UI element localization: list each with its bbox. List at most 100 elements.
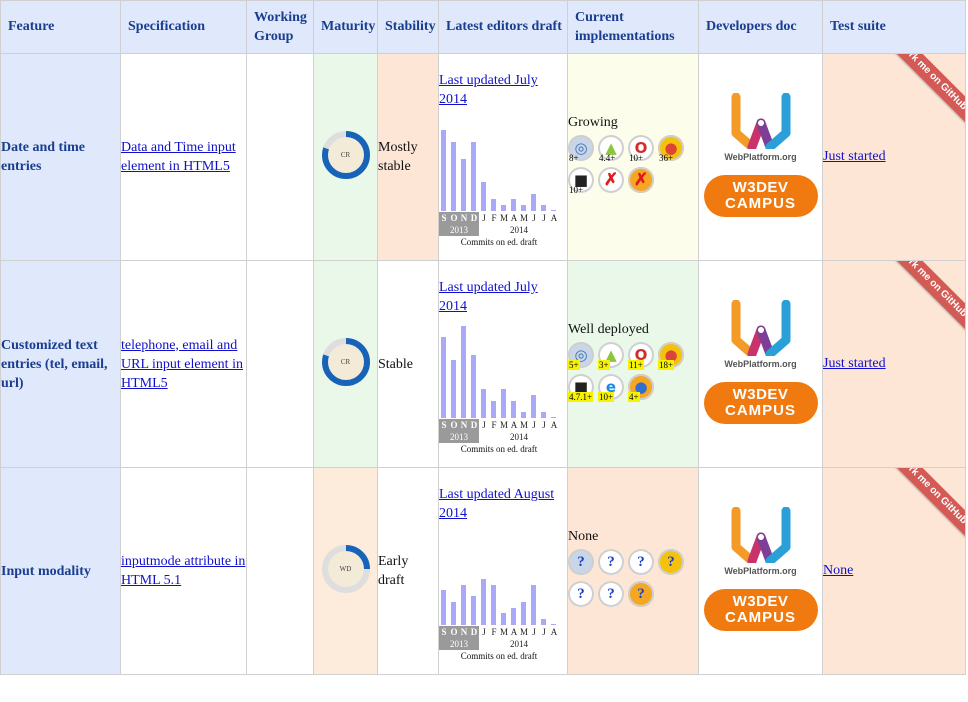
impl-status: None xyxy=(568,529,599,544)
table-row: Customized text entries (tel, email, url… xyxy=(0,260,966,468)
maturity-ring-graphic xyxy=(321,544,370,593)
commit-bar xyxy=(531,194,536,211)
commit-bar xyxy=(491,199,496,211)
commit-bar xyxy=(521,412,526,418)
commit-bar xyxy=(501,613,506,625)
devdoc-cell: WebPlatform.org W3DEV CAMPUS xyxy=(698,260,823,468)
month-label: A xyxy=(550,213,558,223)
month-label: A xyxy=(550,627,558,637)
commit-bar xyxy=(471,355,476,418)
maturity-ring: CR xyxy=(321,337,371,387)
webplatform-logo[interactable]: WebPlatform.org xyxy=(711,299,811,370)
test-suite-cell: Just started Fork me on GitHub xyxy=(822,53,966,261)
commit-bar xyxy=(451,142,456,211)
commit-bar xyxy=(531,395,536,418)
ie-icon: e 10+ xyxy=(598,374,624,402)
working-group-cell xyxy=(246,53,314,261)
month-label: F xyxy=(491,627,497,637)
month-label: J xyxy=(542,213,546,223)
webplatform-logo[interactable]: WebPlatform.org xyxy=(711,92,811,163)
maturity-label: CR xyxy=(340,150,351,159)
feature-name: Input modality xyxy=(0,467,121,675)
commit-bar xyxy=(511,401,516,418)
browser-icons: ◎ 5+ ▲ 3+ O 11+ ● 18+ ■ 4.7.1+ e 10+ ● 4+ xyxy=(568,342,693,406)
commit-bar xyxy=(471,142,476,211)
blackberry-icon: ■ 10+ xyxy=(568,167,594,195)
commit-bar xyxy=(551,624,556,625)
safari-icon: ◎ 8+ xyxy=(568,135,594,163)
month-label: S xyxy=(439,212,449,224)
commit-bar xyxy=(461,159,466,211)
w3dev-line1: W3DEV xyxy=(732,592,789,610)
maturity-ring-graphic xyxy=(321,337,370,386)
spec-cell: inputmode attribute in HTML 5.1 xyxy=(120,467,247,675)
test-suite-link[interactable]: Just started xyxy=(823,356,886,371)
spec-link[interactable]: telephone, email and URL input element i… xyxy=(121,337,243,391)
webplatform-mark-icon xyxy=(731,506,790,563)
draft-link[interactable]: Last updated July 2014 xyxy=(439,280,538,314)
chrome-icon: ● 36+ xyxy=(658,135,684,163)
month-label: O xyxy=(449,626,459,638)
month-label: J xyxy=(542,420,546,430)
header-specification: Specification xyxy=(120,0,247,54)
opera-icon: ? xyxy=(628,549,654,575)
month-label: J xyxy=(482,213,486,223)
blackberry-icon: ■ 4.7.1+ xyxy=(568,374,594,402)
month-label: J xyxy=(532,213,536,223)
draft-link[interactable]: Last updated July 2014 xyxy=(439,73,538,107)
implementations-cell: Well deployed ◎ 5+ ▲ 3+ O 11+ ● 18+ ■ 4.7.1+ e 10+ ●… xyxy=(567,260,699,468)
commits-caption: Commits on ed. draft xyxy=(460,444,538,454)
commit-bar xyxy=(481,389,486,418)
commit-bar xyxy=(541,205,546,211)
browser-version: 3+ xyxy=(598,360,610,370)
w3devcampus-logo[interactable]: W3DEV CAMPUS xyxy=(703,381,818,424)
draft-link[interactable]: Last updated August 2014 xyxy=(439,487,555,521)
spec-link[interactable]: Data and Time input element in HTML5 xyxy=(121,140,236,174)
commit-bar xyxy=(461,585,466,625)
table-row: Input modality inputmode attribute in HT… xyxy=(0,467,966,675)
year-2014-label: 2014 xyxy=(510,432,528,442)
w3devcampus-logo[interactable]: W3DEV CAMPUS xyxy=(703,174,818,217)
opera-icon: O 10+ xyxy=(628,135,654,163)
webplatform-logo[interactable]: WebPlatform.org xyxy=(711,506,811,577)
maturity-ring-graphic xyxy=(321,130,370,179)
safari-icon: ? xyxy=(568,549,594,575)
firefox-icon: ? xyxy=(628,581,654,607)
spec-link[interactable]: inputmode attribute in HTML 5.1 xyxy=(121,554,246,588)
spec-cell: telephone, email and URL input element i… xyxy=(120,260,247,468)
month-label: J xyxy=(532,420,536,430)
fork-github-ribbon[interactable]: Fork me on GitHub xyxy=(884,54,965,126)
commit-bar xyxy=(551,210,556,211)
ie-icon: ✗ xyxy=(598,167,624,193)
chrome-icon: ? xyxy=(658,549,684,575)
fork-github-ribbon[interactable]: Fork me on GitHub xyxy=(884,468,965,540)
browser-version: 5+ xyxy=(568,360,580,370)
month-label: N xyxy=(459,419,469,431)
month-label: N xyxy=(459,212,469,224)
commit-bar xyxy=(441,130,446,211)
month-label: J xyxy=(482,627,486,637)
maturity-label: WD xyxy=(339,564,352,573)
test-suite-link[interactable]: None xyxy=(823,563,854,578)
working-group-cell xyxy=(246,467,314,675)
commit-bar xyxy=(511,608,516,625)
maturity-ring: CR xyxy=(321,130,371,180)
browser-version: 4.4+ xyxy=(599,153,616,163)
browser-version: 10+ xyxy=(569,185,584,195)
month-label: J xyxy=(482,420,486,430)
month-label: F xyxy=(491,420,497,430)
w3dev-line1: W3DEV xyxy=(732,178,789,196)
month-label: M xyxy=(519,420,528,430)
w3dev-line2: CAMPUS xyxy=(724,401,796,419)
test-suite-cell: None Fork me on GitHub xyxy=(822,467,966,675)
month-label: J xyxy=(542,627,546,637)
browser-icons: ??????? xyxy=(568,549,693,613)
fork-github-ribbon[interactable]: Fork me on GitHub xyxy=(884,261,965,333)
stability-cell: Mostly stable xyxy=(377,53,439,261)
test-suite-link[interactable]: Just started xyxy=(823,149,886,164)
working-group-cell xyxy=(246,260,314,468)
chrome-icon: ● 18+ xyxy=(658,342,684,370)
w3devcampus-logo[interactable]: W3DEV CAMPUS xyxy=(703,588,818,631)
w3dev-line1: W3DEV xyxy=(732,385,789,403)
